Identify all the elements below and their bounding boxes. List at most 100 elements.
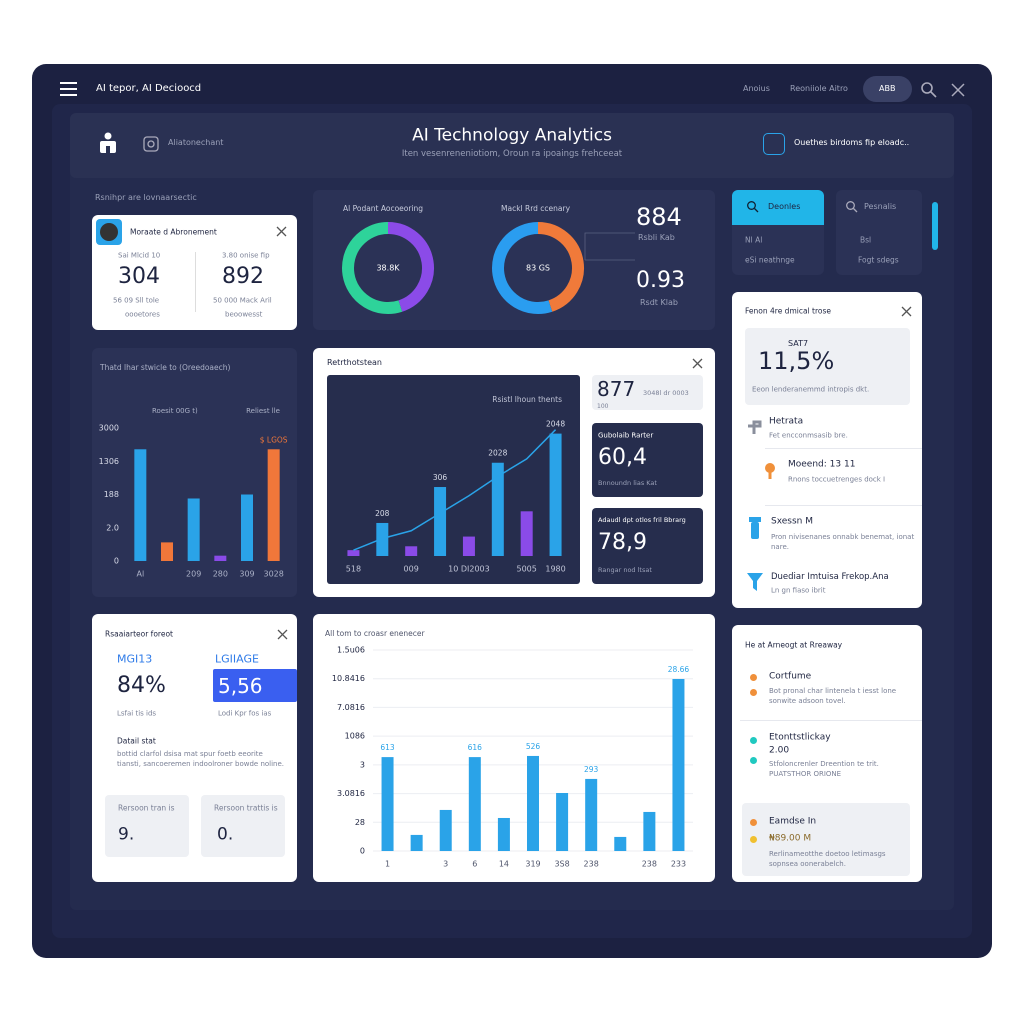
dot	[750, 689, 757, 696]
item-title: Moeend: 13 11	[788, 459, 856, 470]
combo-chart-bg	[327, 375, 580, 584]
close-icon[interactable]	[692, 358, 703, 369]
dot	[750, 757, 757, 764]
connector	[584, 232, 635, 261]
panel-title: He at Arneogt at Rreaway	[745, 640, 843, 650]
y-tick-label: 28	[355, 818, 365, 827]
bar-chart: All tom to croasr enenecer 0 28 3.0816 3 1086…	[325, 629, 693, 869]
donut-segment	[492, 222, 553, 314]
kpi-label: LGIIAGE	[215, 652, 259, 666]
detail-title: Datail stat	[117, 736, 156, 746]
kpi-highlight	[213, 669, 297, 702]
nav-pill[interactable]	[863, 76, 912, 102]
stat-label: 3048l dr 0003	[643, 388, 689, 397]
menu-icon[interactable]	[60, 82, 78, 96]
dot	[750, 836, 757, 843]
x-tick-label: 233	[671, 860, 686, 869]
annotation: 306	[433, 473, 448, 482]
chart-title: Thatd lhar stwicle to (Oreedoaech)	[99, 363, 231, 372]
kpi-value: 5,56	[218, 674, 263, 698]
chart-title: Al Podant Aocoeoring	[343, 204, 423, 213]
kpi-note: Lodi Kpr fos ias	[218, 709, 272, 718]
nav-link[interactable]: Anoius	[743, 84, 770, 93]
stat-sub: beoowesst	[225, 310, 263, 319]
x-tick-label: 10 DI2003	[448, 565, 490, 574]
header-band	[70, 113, 954, 178]
donut-segment	[387, 222, 434, 312]
tab-line: Nl Al	[745, 235, 763, 245]
chart-title: Mackl Rrd ccenary	[501, 204, 571, 213]
item-title: Hetrata	[769, 416, 804, 427]
close-icon[interactable]	[951, 83, 965, 97]
tab[interactable]	[836, 190, 922, 275]
y-tick-label: 1306	[99, 457, 119, 466]
header-icon[interactable]	[763, 133, 785, 155]
item-value: ₦89.00 M	[769, 833, 812, 844]
x-tick-label: 1980	[545, 565, 565, 574]
bar	[434, 487, 447, 556]
close-icon[interactable]	[901, 306, 912, 317]
home-icon	[100, 132, 116, 153]
nav-link[interactable]: Reoniiole Aitro	[790, 84, 848, 93]
tab-line: eSi neathnge	[745, 255, 795, 265]
highlight-caption: Eeon lenderanemmd intropis dkt.	[752, 385, 870, 394]
combo-chart: Rsistl lhoun thents 518 009 10 DI2003 5005 19…	[346, 395, 566, 574]
dot	[750, 737, 757, 744]
panel-title: Retrthotstean	[327, 358, 382, 367]
item-title: Sxessn M	[771, 516, 814, 527]
close-icon[interactable]	[277, 629, 288, 640]
item-text: Bot pronal char lintenela t iesst lone s…	[769, 687, 897, 706]
search-icon[interactable]	[921, 82, 937, 98]
stat-title: Adaudl dpt otlos fril Bbrarg	[598, 515, 686, 524]
item-value: 2.00	[769, 745, 790, 756]
y-tick-label: 188	[104, 490, 119, 499]
mini-box	[201, 795, 285, 857]
stat-label: 3.80 onise fip	[222, 251, 270, 260]
x-tick-label: 3028	[263, 570, 283, 579]
bar	[672, 679, 685, 851]
tab-active[interactable]	[732, 190, 824, 225]
bar	[585, 778, 598, 851]
tab-line: Bsl	[860, 235, 872, 245]
stat-note: 50 000 Mack Aril	[213, 296, 272, 305]
bar	[439, 809, 452, 851]
bar	[491, 462, 504, 556]
item-title: Cortfume	[769, 671, 812, 682]
stat-value: 877	[597, 377, 636, 401]
bar	[410, 834, 423, 851]
y-tick-label: 0	[360, 847, 365, 856]
stat-label: Rangar nod ltsat	[598, 565, 652, 574]
annotation: 2048	[546, 420, 565, 429]
close-icon[interactable]	[276, 226, 287, 237]
y-tick-label: 3000	[99, 424, 119, 433]
stat-label: Sai Mlcid 10	[118, 251, 161, 260]
tab-title[interactable]: Pesnalis	[864, 202, 897, 211]
stat-note: 56 09 Sll tole	[113, 296, 160, 305]
bar	[267, 449, 280, 561]
chart-subtitle: Roesit 00G t)	[152, 407, 198, 415]
stat-label: Bnnoundn lias Kat	[598, 478, 657, 487]
stat-title: Gubolaib Rarter	[598, 431, 654, 440]
stat-sub: 100	[597, 403, 609, 410]
bar	[468, 757, 481, 851]
header-left-label: Aliatonechant	[168, 138, 224, 147]
stat-box	[592, 375, 703, 410]
donut-segment	[537, 222, 584, 312]
nav-pill-label[interactable]: ABB	[879, 84, 896, 93]
mini-value: 9.	[118, 824, 135, 845]
bar	[520, 511, 533, 556]
item-box	[742, 803, 910, 876]
item-title: Eamdse In	[769, 816, 817, 827]
item-text: Rerlinameotthe doetoo letimasgs sopnsea …	[769, 850, 886, 869]
item-text: Pron nivisenanes onnabk benemat, ionat n…	[771, 533, 915, 552]
kpi-note: Lsfai tis ids	[117, 709, 157, 718]
tab-title[interactable]: Deonles	[768, 202, 801, 211]
dot	[750, 674, 757, 681]
y-tick-label: 2.0	[106, 523, 119, 532]
camera-icon	[143, 136, 159, 152]
separator	[740, 720, 922, 721]
x-tick-label: 5005	[517, 565, 537, 574]
item-icon	[749, 517, 761, 539]
stat-value: 892	[222, 264, 264, 289]
